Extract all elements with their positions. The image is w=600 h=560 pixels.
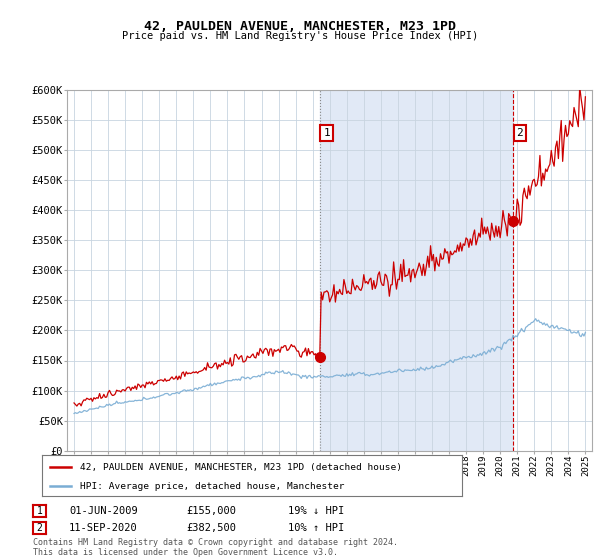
Text: £382,500: £382,500: [186, 523, 236, 533]
Text: £155,000: £155,000: [186, 506, 236, 516]
Text: HPI: Average price, detached house, Manchester: HPI: Average price, detached house, Manc…: [80, 482, 344, 491]
Text: Price paid vs. HM Land Registry's House Price Index (HPI): Price paid vs. HM Land Registry's House …: [122, 31, 478, 41]
Text: 2: 2: [517, 128, 523, 138]
Text: 1: 1: [323, 128, 330, 138]
Text: 42, PAULDEN AVENUE, MANCHESTER, M23 1PD: 42, PAULDEN AVENUE, MANCHESTER, M23 1PD: [144, 20, 456, 32]
Text: 01-JUN-2009: 01-JUN-2009: [69, 506, 138, 516]
Text: Contains HM Land Registry data © Crown copyright and database right 2024.
This d: Contains HM Land Registry data © Crown c…: [33, 538, 398, 557]
Text: 19% ↓ HPI: 19% ↓ HPI: [288, 506, 344, 516]
Bar: [320, 90, 513, 451]
Text: 1: 1: [37, 506, 42, 516]
Text: 2: 2: [37, 523, 42, 533]
Text: 11-SEP-2020: 11-SEP-2020: [69, 523, 138, 533]
Text: 42, PAULDEN AVENUE, MANCHESTER, M23 1PD (detached house): 42, PAULDEN AVENUE, MANCHESTER, M23 1PD …: [80, 463, 402, 472]
Text: 10% ↑ HPI: 10% ↑ HPI: [288, 523, 344, 533]
